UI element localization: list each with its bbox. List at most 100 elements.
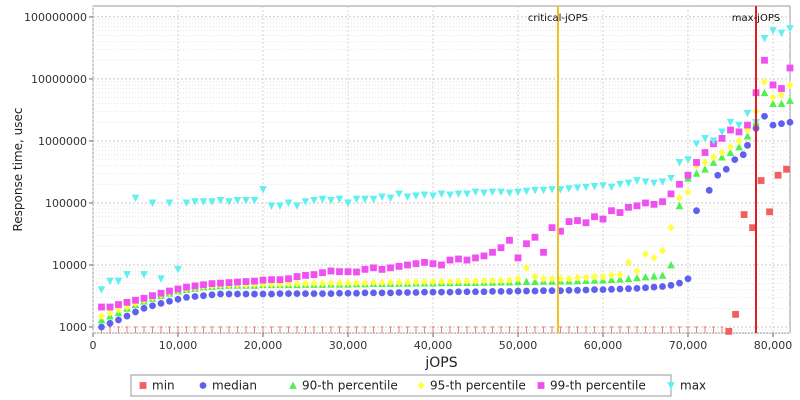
legend-label: 95-th percentile xyxy=(430,379,526,393)
data-point xyxy=(233,196,242,205)
data-point xyxy=(777,29,786,38)
data-point xyxy=(692,169,701,177)
data-point xyxy=(395,278,403,287)
data-point xyxy=(395,190,403,198)
data-point xyxy=(565,185,573,193)
data-point xyxy=(608,207,615,215)
legend-item: 99-th percentile xyxy=(537,379,646,393)
data-point xyxy=(157,300,165,307)
data-point xyxy=(344,289,352,297)
data-point xyxy=(208,198,216,206)
data-point xyxy=(650,272,658,280)
data-point xyxy=(540,274,547,283)
data-point xyxy=(667,223,675,232)
data-point xyxy=(523,240,530,248)
data-point xyxy=(659,246,666,255)
data-point xyxy=(761,56,768,64)
data-point xyxy=(735,128,743,136)
data-point xyxy=(769,93,777,102)
data-point xyxy=(582,183,590,192)
data-point xyxy=(488,188,497,197)
data-point xyxy=(361,289,369,297)
data-point xyxy=(378,289,386,297)
x-axis-title: jOPS xyxy=(424,355,457,371)
data-point xyxy=(353,289,360,297)
data-point xyxy=(786,80,794,89)
data-point xyxy=(701,165,709,173)
data-point xyxy=(760,35,769,43)
data-point xyxy=(616,180,624,189)
data-point xyxy=(149,302,156,310)
legend-item: max xyxy=(667,379,706,393)
data-point xyxy=(327,279,335,288)
data-point xyxy=(743,132,752,140)
data-point xyxy=(276,276,284,284)
data-point xyxy=(166,287,173,295)
data-point xyxy=(352,195,361,204)
data-point xyxy=(783,165,790,173)
data-point xyxy=(387,278,394,287)
data-point xyxy=(506,276,513,285)
data-point xyxy=(684,188,692,197)
data-point xyxy=(565,274,573,283)
data-point xyxy=(778,85,785,92)
x-tick-label: 30,000 xyxy=(329,339,368,352)
data-point xyxy=(403,193,412,201)
data-point xyxy=(480,288,488,296)
data-point xyxy=(769,121,777,129)
data-point xyxy=(616,275,624,283)
data-point xyxy=(293,290,301,298)
data-point xyxy=(766,208,773,216)
data-point xyxy=(378,265,386,273)
data-point xyxy=(718,134,726,142)
data-point xyxy=(302,271,309,279)
data-point xyxy=(599,182,607,190)
data-point xyxy=(174,295,182,303)
data-point xyxy=(749,224,756,232)
data-point xyxy=(786,64,794,72)
x-tick-label: 40,000 xyxy=(414,339,453,352)
data-point xyxy=(369,195,378,204)
series-median xyxy=(98,112,794,331)
data-point xyxy=(582,219,590,227)
data-point xyxy=(344,268,352,276)
data-point xyxy=(531,277,539,285)
series-max xyxy=(97,25,794,294)
data-point xyxy=(217,290,224,298)
data-point xyxy=(301,198,310,206)
data-point xyxy=(344,279,352,288)
x-tick-label: 80,000 xyxy=(754,339,793,352)
y-tick-label: 10000000 xyxy=(31,73,87,86)
data-point xyxy=(446,277,454,286)
legend-item: min xyxy=(139,379,175,393)
data-point xyxy=(259,290,267,298)
data-point xyxy=(285,290,292,298)
data-point xyxy=(642,199,649,207)
data-point xyxy=(608,285,615,293)
data-point xyxy=(786,118,794,126)
data-point xyxy=(650,200,658,208)
data-point xyxy=(327,290,335,298)
data-point xyxy=(705,186,713,194)
data-point xyxy=(123,298,131,306)
data-point xyxy=(463,277,471,286)
data-point xyxy=(616,209,624,216)
data-point xyxy=(327,267,335,275)
data-point xyxy=(174,285,182,293)
data-point xyxy=(98,312,105,321)
data-point xyxy=(633,273,641,282)
data-point xyxy=(624,274,633,283)
data-point xyxy=(591,272,598,281)
marker-label: critical-jOPS xyxy=(528,13,588,24)
data-point xyxy=(319,279,326,288)
data-point xyxy=(497,244,505,252)
data-point xyxy=(548,287,556,295)
data-point xyxy=(582,273,590,282)
legend-label: min xyxy=(152,379,175,393)
data-point xyxy=(97,286,106,294)
data-point xyxy=(259,280,267,289)
data-point xyxy=(429,192,437,200)
data-point xyxy=(293,273,301,280)
data-point xyxy=(242,196,250,205)
data-point xyxy=(650,253,658,262)
